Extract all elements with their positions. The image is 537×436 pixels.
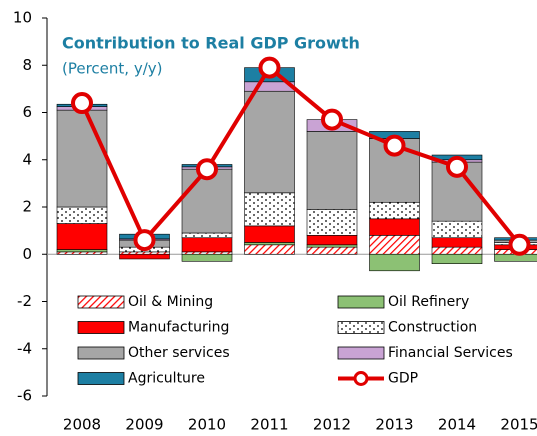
legend-swatch xyxy=(77,321,125,334)
bar-segment xyxy=(119,251,170,255)
legend-label: Agriculture xyxy=(128,371,205,387)
x-tick-label: 2008 xyxy=(63,416,101,434)
y-tick-label: 2 xyxy=(22,198,32,216)
bar-segment xyxy=(244,242,295,246)
y-tick-label: 4 xyxy=(22,150,32,168)
bar-segment xyxy=(181,168,233,234)
bar-segment xyxy=(56,206,108,224)
legend-label: GDP xyxy=(388,371,418,387)
y-tick-label: 8 xyxy=(22,56,32,74)
legend-swatch xyxy=(77,346,125,360)
y-tick-label: -6 xyxy=(17,387,32,405)
legend-label: Financial Services xyxy=(388,345,513,361)
chart-title: Contribution to Real GDP Growth xyxy=(62,34,360,53)
line-marker xyxy=(196,158,218,181)
legend-marker xyxy=(353,371,369,386)
y-tick-label: 6 xyxy=(22,103,32,121)
legend-swatch xyxy=(337,346,385,360)
x-tick-label: 2014 xyxy=(438,416,476,434)
bar-segment xyxy=(431,220,483,239)
bar-segment xyxy=(56,249,108,253)
bar-segment xyxy=(306,235,358,246)
bar-segment xyxy=(181,237,233,253)
bar-segment xyxy=(494,253,537,262)
bar-segment xyxy=(431,246,483,255)
bar-segment xyxy=(119,253,170,260)
bar-segment xyxy=(369,253,420,272)
line xyxy=(80,64,522,247)
bar-segment xyxy=(244,225,295,243)
bar-segment xyxy=(306,131,358,210)
legend-label: Manufacturing xyxy=(128,320,229,336)
bar-segment xyxy=(369,218,420,236)
bar-segment xyxy=(369,201,420,220)
line-marker xyxy=(133,229,156,252)
bar-segment xyxy=(369,235,420,255)
bar-segment xyxy=(56,223,108,250)
bar-segment xyxy=(306,244,358,248)
bar-segment xyxy=(181,253,233,262)
bar-segment xyxy=(306,209,358,236)
bar-segment xyxy=(244,192,295,227)
legend-swatch xyxy=(77,372,125,385)
x-tick-label: 2012 xyxy=(313,416,351,434)
y-tick-label: 10 xyxy=(13,9,32,27)
legend-label: Oil & Mining xyxy=(128,294,213,310)
x-tick-label: 2011 xyxy=(250,416,288,434)
line-marker xyxy=(383,134,406,157)
legend-swatch xyxy=(337,295,385,309)
y-tick-label: 0 xyxy=(22,245,32,263)
legend-label: Other services xyxy=(128,345,230,361)
x-tick-label: 2015 xyxy=(500,416,537,434)
x-tick-label: 2010 xyxy=(188,416,226,434)
x-tick-label: 2013 xyxy=(375,416,413,434)
legend-label: Construction xyxy=(388,320,477,336)
chart-subtitle: (Percent, y/y) xyxy=(62,60,163,78)
legend-label: Oil Refinery xyxy=(388,294,469,310)
bar-segment xyxy=(306,246,358,255)
bar-segment xyxy=(431,237,483,248)
bar-segment xyxy=(244,244,295,255)
bar-segment xyxy=(244,90,295,194)
line-marker xyxy=(321,108,343,131)
legend-swatch xyxy=(77,295,125,309)
line-marker xyxy=(71,92,93,115)
x-tick-label: 2009 xyxy=(125,416,163,434)
bar-segment xyxy=(181,232,233,239)
line-marker xyxy=(258,56,281,79)
line-marker xyxy=(446,155,468,178)
bar-segment xyxy=(56,251,108,255)
bar-segment xyxy=(181,251,233,255)
bar-segment xyxy=(431,253,483,264)
y-tick-label: -4 xyxy=(17,339,32,357)
y-tick-label: -2 xyxy=(17,292,32,310)
legend-swatch xyxy=(337,321,385,334)
line-marker xyxy=(508,233,531,256)
bar-segment xyxy=(56,109,108,208)
